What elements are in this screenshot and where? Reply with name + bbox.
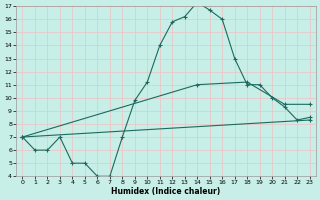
X-axis label: Humidex (Indice chaleur): Humidex (Indice chaleur) <box>111 187 221 196</box>
